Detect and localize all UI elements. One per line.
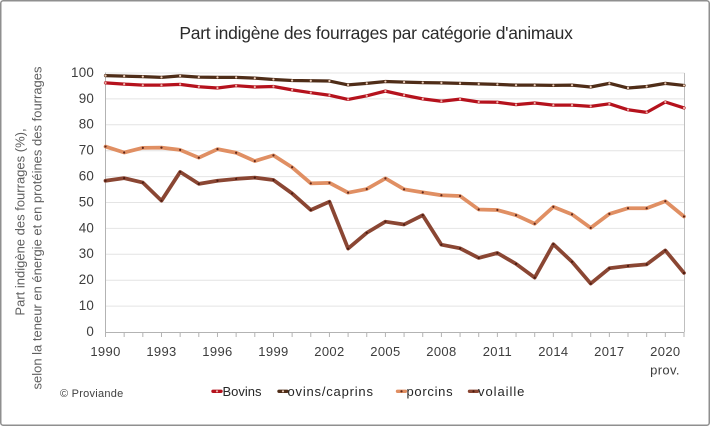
svg-text:50: 50 <box>79 194 94 209</box>
svg-text:100: 100 <box>71 65 94 80</box>
svg-text:volaille: volaille <box>478 384 525 399</box>
svg-text:20: 20 <box>79 272 94 287</box>
svg-text:40: 40 <box>79 220 94 235</box>
svg-text:Bovins: Bovins <box>223 384 263 399</box>
svg-text:Part indigène des fourrages pa: Part indigène des fourrages par catégori… <box>179 23 573 43</box>
svg-text:2020: 2020 <box>650 344 680 359</box>
svg-text:prov.: prov. <box>650 363 680 378</box>
svg-text:© Proviande: © Proviande <box>60 388 123 400</box>
svg-text:Part indigène des fourrages (%: Part indigène des fourrages (%), <box>13 128 28 315</box>
svg-text:selon la teneur en énergie et: selon la teneur en énergie et en protéin… <box>30 66 45 390</box>
svg-text:0: 0 <box>86 324 94 339</box>
svg-text:1999: 1999 <box>258 344 288 359</box>
svg-text:2008: 2008 <box>426 344 456 359</box>
svg-text:2017: 2017 <box>594 344 624 359</box>
svg-text:porcins: porcins <box>407 384 454 399</box>
svg-text:2011: 2011 <box>483 344 512 359</box>
svg-text:1993: 1993 <box>146 344 176 359</box>
svg-text:80: 80 <box>79 117 94 132</box>
svg-text:70: 70 <box>79 143 94 158</box>
svg-text:60: 60 <box>79 169 94 184</box>
svg-text:ovins/caprins: ovins/caprins <box>288 384 374 399</box>
svg-text:30: 30 <box>79 246 94 261</box>
svg-text:2005: 2005 <box>370 344 400 359</box>
svg-text:10: 10 <box>79 298 94 313</box>
svg-text:2002: 2002 <box>314 344 344 359</box>
svg-text:1996: 1996 <box>202 344 232 359</box>
svg-text:1990: 1990 <box>90 344 120 359</box>
svg-text:90: 90 <box>79 91 94 106</box>
svg-text:2014: 2014 <box>538 344 568 359</box>
